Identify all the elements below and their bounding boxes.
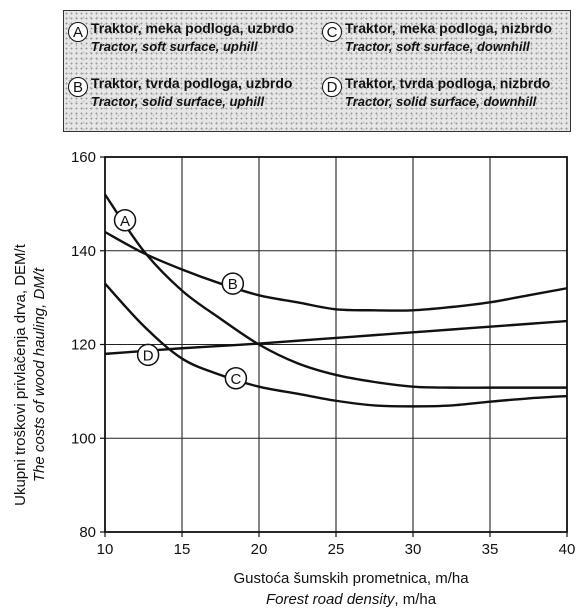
chart-curves [104, 193, 568, 408]
legend-label-b: Traktor, tvrda podloga, uzbrdo [91, 75, 293, 91]
x-tick-label: 25 [328, 541, 345, 558]
legend-item-a: A Traktor, meka podloga, uzbrdo Tractor,… [68, 19, 294, 55]
y-tick-label: 160 [71, 149, 96, 166]
legend-marker-a: A [68, 22, 88, 42]
legend-label-a: Traktor, meka podloga, uzbrdo [91, 20, 295, 36]
series-a-line [104, 193, 567, 389]
x-tick-label: 30 [405, 541, 422, 558]
x-tick-label: 40 [559, 541, 576, 558]
y-axis-label-en: The costs of wood hauling, DM/t [31, 267, 48, 482]
x-tick-label: 10 [97, 541, 114, 558]
x-axis-label-en-unit: , m/ha [394, 591, 436, 608]
legend-item-d: D Traktor, tvrda podloga, nizbrdo Tracto… [322, 74, 550, 110]
series-a-label-marker [113, 209, 137, 232]
series-a-label: A [120, 213, 130, 230]
legend-label-b-en: Tractor, solid surface, uphill [91, 94, 265, 109]
legend: A Traktor, meka podloga, uzbrdo Tractor,… [63, 10, 571, 132]
series-c-label-marker [224, 367, 248, 390]
series-d-label-marker [136, 343, 160, 367]
curve-labels: A B C D [113, 209, 248, 390]
y-tick-label: 100 [71, 430, 96, 447]
x-tick-label: 35 [482, 541, 499, 558]
series-b-label-marker [221, 272, 245, 295]
legend-label-a-en: Tractor, soft surface, uphill [91, 39, 258, 54]
legend-label-d-en: Tractor, solid surface, downhill [345, 94, 537, 109]
legend-item-c: C Traktor, meka podloga, nizbrdo Tractor… [322, 19, 552, 55]
series-d-label: D [143, 347, 154, 364]
grid-lines [105, 157, 567, 532]
series-b-label: B [228, 276, 238, 293]
legend-label-c: Traktor, meka podloga, nizbrdo [345, 20, 552, 36]
x-axis-label-en-text: Forest road density [266, 591, 396, 608]
y-tick-label: 140 [71, 243, 96, 260]
legend-item-b: B Traktor, tvrda podloga, uzbrdo Tractor… [68, 74, 292, 110]
y-tick-label: 80 [79, 524, 96, 541]
legend-marker-b: B [68, 77, 88, 97]
x-tick-label: 20 [251, 541, 268, 558]
legend-marker-d: D [322, 77, 342, 97]
x-tick-label: 15 [174, 541, 191, 558]
x-axis-label-en: Forest road density, m/ha [266, 591, 437, 608]
series-c-label: C [230, 371, 241, 388]
series-d-line [104, 319, 568, 356]
plot-frame [104, 156, 568, 533]
legend-marker-c: C [322, 22, 342, 42]
y-axis-label: Ukupni troškovi privlačenja drva, DEM/t [12, 243, 29, 506]
legend-label-d: Traktor, tvrda podloga, nizbrdo [345, 75, 551, 91]
legend-label-c-en: Tractor, soft surface, downhill [345, 39, 530, 54]
x-axis-label: Gustoća šumskih prometnica, m/ha [233, 570, 469, 587]
y-tick-label: 120 [71, 337, 96, 354]
series-c-line [104, 282, 568, 408]
series-b-line [104, 230, 568, 312]
